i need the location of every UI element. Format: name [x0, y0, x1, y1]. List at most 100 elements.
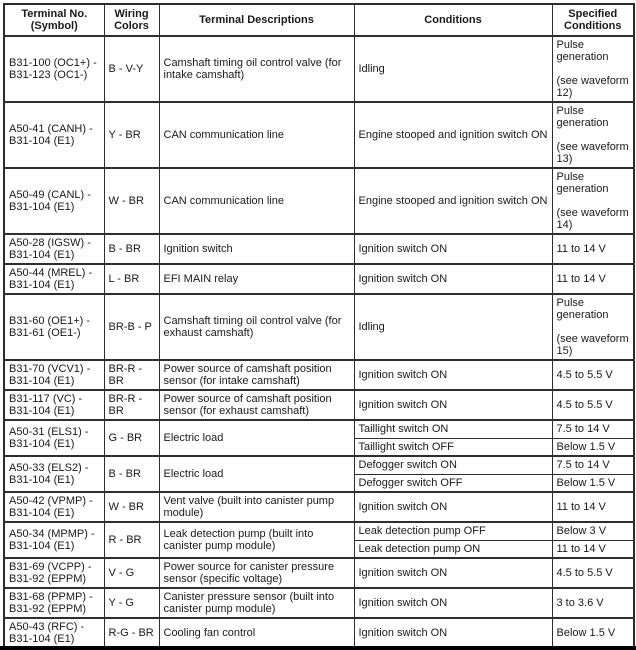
- wiring-colors-cell: R-G - BR: [103, 617, 160, 649]
- description-cell: Power source of camshaft position sensor…: [158, 389, 355, 421]
- condition-cell: Taillight switch ON: [353, 419, 553, 439]
- wiring-colors-cell: R - BR: [103, 521, 160, 559]
- table-body: B31-100 (OC1+) - B31-123 (OC1-) B - V-Y Ca…: [3, 35, 635, 649]
- wiring-colors-cell: BR-B - P: [103, 293, 160, 361]
- table-row: A50-42 (VPMP) - B31-104 (E1) W - BR Vent v…: [3, 491, 635, 523]
- specified-cell: 4.5 to 5.5 V: [551, 557, 635, 589]
- table-row: A50-41 (CANH) - B31-104 (E1) Y - BR CAN co…: [3, 101, 635, 169]
- table-row: B31-60 (OE1+) - B31-61 (OE1-) BR-B - P Cam…: [3, 293, 635, 361]
- table-row: A50-33 (ELS2) - B31-104 (E1) B - BR Electr…: [3, 455, 635, 493]
- terminal-cell: A50-43 (RFC) - B31-104 (E1): [3, 617, 105, 649]
- column-header-terminal-no: Terminal No. (Symbol): [3, 3, 105, 37]
- description-cell: Camshaft timing oil control valve (for i…: [158, 35, 355, 103]
- description-cell: Vent valve (built into canister pump mod…: [158, 491, 355, 523]
- terminal-cell: A50-31 (ELS1) - B31-104 (E1): [3, 419, 105, 457]
- terminal-cell: A50-41 (CANH) - B31-104 (E1): [3, 101, 105, 169]
- table-row: A50-44 (MREL) - B31-104 (E1) L - BR EFI MA…: [3, 263, 635, 295]
- table-row: B31-70 (VCV1) - B31-104 (E1) BR-R - BR Pow…: [3, 359, 635, 391]
- condition-cell: Idling: [353, 35, 553, 103]
- terminal-cell: B31-60 (OE1+) - B31-61 (OE1-): [3, 293, 105, 361]
- wiring-colors-cell: Y - G: [103, 587, 160, 619]
- wiring-colors-cell: B - V-Y: [103, 35, 160, 103]
- condition-cell: Ignition switch ON: [353, 617, 553, 649]
- wiring-colors-cell: G - BR: [103, 419, 160, 457]
- specified-cell: Below 3 V: [551, 521, 635, 541]
- condition-cell: Ignition switch ON: [353, 233, 553, 265]
- description-cell: CAN communication line: [158, 101, 355, 169]
- condition-cell: Idling: [353, 293, 553, 361]
- specified-cell: 4.5 to 5.5 V: [551, 359, 635, 391]
- description-cell: Electric load: [158, 419, 355, 457]
- specified-cell: Pulse generation (see waveform 13): [551, 101, 635, 169]
- table-header-row: Terminal No. (Symbol) Wiring Colors Term…: [3, 3, 635, 37]
- specified-cell: 11 to 14 V: [551, 539, 635, 559]
- terminal-cell: B31-68 (PPMP) - B31-92 (EPPM): [3, 587, 105, 619]
- specified-cell: 11 to 14 V: [551, 233, 635, 265]
- description-cell: Ignition switch: [158, 233, 355, 265]
- terminal-cell: A50-33 (ELS2) - B31-104 (E1): [3, 455, 105, 493]
- specified-cell: Below 1.5 V: [551, 617, 635, 649]
- table-row: A50-34 (MPMP) - B31-104 (E1) R - BR Leak d…: [3, 521, 635, 559]
- description-cell: Canister pressure sensor (built into can…: [158, 587, 355, 619]
- description-cell: CAN communication line: [158, 167, 355, 235]
- wiring-colors-cell: W - BR: [103, 167, 160, 235]
- specified-cell: 11 to 14 V: [551, 491, 635, 523]
- wiring-colors-cell: V - G: [103, 557, 160, 589]
- description-cell: Leak detection pump (built into canister…: [158, 521, 355, 559]
- condition-cell: Ignition switch ON: [353, 491, 553, 523]
- terminal-cell: B31-117 (VC) - B31-104 (E1): [3, 389, 105, 421]
- description-cell: EFI MAIN relay: [158, 263, 355, 295]
- terminal-cell: A50-49 (CANL) - B31-104 (E1): [3, 167, 105, 235]
- condition-cell: Leak detection pump ON: [353, 539, 553, 559]
- condition-cell: Ignition switch ON: [353, 557, 553, 589]
- condition-cell: Engine stooped and ignition switch ON: [353, 101, 553, 169]
- wiring-colors-cell: B - BR: [103, 455, 160, 493]
- column-header-conditions: Conditions: [353, 3, 553, 37]
- description-cell: Camshaft timing oil control valve (for e…: [158, 293, 355, 361]
- table-row: A50-31 (ELS1) - B31-104 (E1) G - BR Electr…: [3, 419, 635, 457]
- specified-cell: Pulse generation (see waveform 14): [551, 167, 635, 235]
- condition-cell: Taillight switch OFF: [353, 437, 553, 457]
- terminal-cell: A50-28 (IGSW) - B31-104 (E1): [3, 233, 105, 265]
- specified-cell: Below 1.5 V: [551, 473, 635, 493]
- description-cell: Cooling fan control: [158, 617, 355, 649]
- specified-cell: Pulse generation (see waveform 12): [551, 35, 635, 103]
- column-header-wiring-colors: Wiring Colors: [103, 3, 160, 37]
- table-row: A50-49 (CANL) - B31-104 (E1) W - BR CAN co…: [3, 167, 635, 235]
- condition-cell: Ignition switch ON: [353, 389, 553, 421]
- column-header-terminal-descriptions: Terminal Descriptions: [158, 3, 355, 37]
- terminal-cell: B31-70 (VCV1) - B31-104 (E1): [3, 359, 105, 391]
- description-cell: Electric load: [158, 455, 355, 493]
- specified-cell: 11 to 14 V: [551, 263, 635, 295]
- condition-cell: Ignition switch ON: [353, 263, 553, 295]
- terminal-cell: A50-34 (MPMP) - B31-104 (E1): [3, 521, 105, 559]
- table-row: B31-117 (VC) - B31-104 (E1) BR-R - BR Powe…: [3, 389, 635, 421]
- table-sub-row: Taillight switch OFF Below 1.5 V: [4, 437, 635, 457]
- table-row: A50-28 (IGSW) - B31-104 (E1) B - BR Igniti…: [3, 233, 635, 265]
- condition-cell: Engine stooped and ignition switch ON: [353, 167, 553, 235]
- terminal-table: Terminal No. (Symbol) Wiring Colors Term…: [3, 3, 635, 649]
- specified-cell: 7.5 to 14 V: [551, 455, 635, 475]
- table-row: B31-68 (PPMP) - B31-92 (EPPM) Y - G Canist…: [3, 587, 635, 619]
- specified-cell: 4.5 to 5.5 V: [551, 389, 635, 421]
- wiring-colors-cell: BR-R - BR: [103, 389, 160, 421]
- condition-cell: Leak detection pump OFF: [353, 521, 553, 541]
- table-row: A50-43 (RFC) - B31-104 (E1) R-G - BR Cooli…: [3, 617, 635, 649]
- table-row: B31-100 (OC1+) - B31-123 (OC1-) B - V-Y Ca…: [3, 35, 635, 103]
- column-header-specified-conditions: Specified Conditions: [551, 3, 635, 37]
- condition-cell: Ignition switch ON: [353, 359, 553, 391]
- table-row: B31-69 (VCPP) - B31-92 (EPPM) V - G Power …: [3, 557, 635, 589]
- page-bottom-edge: [0, 646, 636, 650]
- specified-cell: 3 to 3.6 V: [551, 587, 635, 619]
- wiring-colors-cell: B - BR: [103, 233, 160, 265]
- terminal-cell: B31-100 (OC1+) - B31-123 (OC1-): [3, 35, 105, 103]
- wiring-colors-cell: Y - BR: [103, 101, 160, 169]
- condition-cell: Defogger switch ON: [353, 455, 553, 475]
- terminal-cell: A50-42 (VPMP) - B31-104 (E1): [3, 491, 105, 523]
- wiring-colors-cell: W - BR: [103, 491, 160, 523]
- condition-cell: Defogger switch OFF: [353, 473, 553, 493]
- specified-cell: Below 1.5 V: [551, 437, 635, 457]
- wiring-colors-cell: BR-R - BR: [103, 359, 160, 391]
- specified-cell: Pulse generation (see waveform 15): [551, 293, 635, 361]
